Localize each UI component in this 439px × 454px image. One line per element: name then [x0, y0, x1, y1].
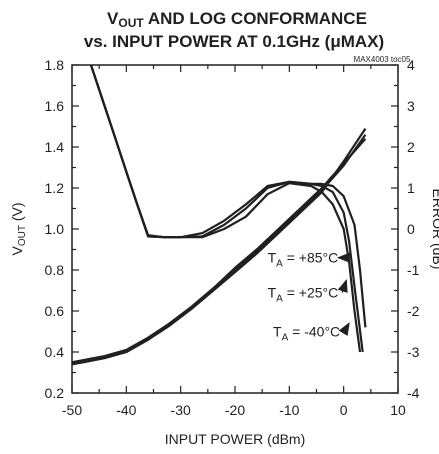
chart-title-line2: vs. INPUT POWER AT 0.1GHz (μMAX): [84, 32, 384, 51]
y2-tick-label: -3: [407, 344, 420, 360]
y-axis-label: VOUT (V): [9, 202, 28, 255]
annotation-arrow: [337, 279, 348, 293]
y2-tick-label: 4: [407, 57, 415, 73]
y-tick-labels: 0.2 0.4 0.6 0.8 1.0 1.2 1.4 1.6 1.8: [45, 57, 65, 401]
error-curve: [89, 65, 367, 328]
x-tick-label: -40: [116, 402, 136, 418]
chart-tag: MAX4003 toc05: [354, 55, 411, 64]
y-tick-label: 1.4: [45, 139, 65, 155]
y-tick-label: 1.6: [45, 98, 65, 114]
annotations: TA = +85°C TA = +25°C TA = -40°C: [268, 250, 350, 344]
plot-frame: [71, 64, 399, 394]
y-tick-label: 0.6: [45, 303, 65, 319]
x-tick-label: 10: [390, 402, 406, 418]
y-tick-label: 0.8: [45, 262, 65, 278]
error-curve: [89, 65, 362, 353]
temperature-label: TA = +25°C: [268, 285, 339, 305]
y2-tick-label: -4: [407, 385, 420, 401]
y-tick-label: 1.2: [45, 180, 65, 196]
error-curve: [89, 65, 364, 353]
x-tick-label: -20: [225, 402, 245, 418]
vout-curve: [72, 138, 367, 364]
y2-tick-label: 0: [407, 221, 415, 237]
y-tick-label: 1.0: [45, 221, 65, 237]
x-tick-labels: -50 -40 -30 -20 -10 0 10: [62, 402, 406, 418]
y-tick-label: 0.2: [45, 385, 65, 401]
axis-ticks: [71, 64, 399, 394]
annotation-arrow: [338, 322, 350, 337]
y2-tick-label: 3: [407, 98, 415, 114]
y-tick-label: 0.4: [45, 344, 65, 360]
y2-tick-labels: -4 -3 -2 -1 0 1 2 3 4: [407, 57, 420, 401]
x-tick-label: 0: [340, 402, 348, 418]
y2-tick-label: -2: [407, 303, 420, 319]
x-tick-label: -10: [279, 402, 299, 418]
temperature-label: TA = -40°C: [273, 324, 340, 344]
curves: [72, 65, 367, 366]
chart-title-line1: VOUT AND LOG CONFORMANCE: [107, 9, 367, 30]
x-tick-label: -30: [171, 402, 191, 418]
y2-tick-label: 2: [407, 139, 415, 155]
y-tick-label: 1.8: [45, 57, 65, 73]
y2-axis-label: ERROR (dB): [430, 189, 439, 270]
x-axis-label: INPUT POWER (dBm): [165, 431, 306, 447]
x-tick-label: -50: [62, 402, 82, 418]
y2-tick-label: 1: [407, 180, 415, 196]
temperature-label: TA = +85°C: [268, 250, 339, 270]
y2-tick-label: -1: [407, 262, 420, 278]
